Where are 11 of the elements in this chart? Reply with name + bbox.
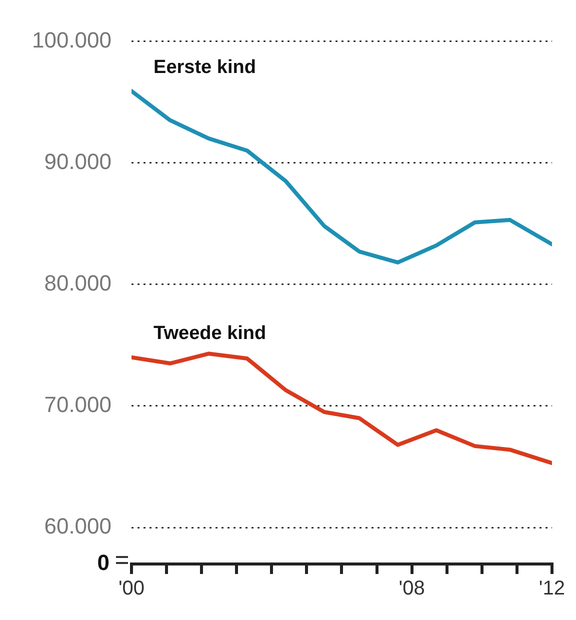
y-tick-label: 70.000 <box>44 392 112 418</box>
series-label: Tweede kind <box>154 323 266 344</box>
y-tick-label: 80.000 <box>44 270 112 296</box>
text: 0 <box>97 550 110 576</box>
y-tick-label: 60.000 <box>44 514 112 539</box>
series-label: Eerste kind <box>154 56 256 78</box>
y-tick-label: 90.000 <box>44 148 112 174</box>
x-tick-label: '00 <box>118 578 145 600</box>
x-tick-label: '08 <box>398 578 425 600</box>
y-tick-label: 100.000 <box>32 27 112 52</box>
x-tick-label: '12 <box>538 578 566 600</box>
